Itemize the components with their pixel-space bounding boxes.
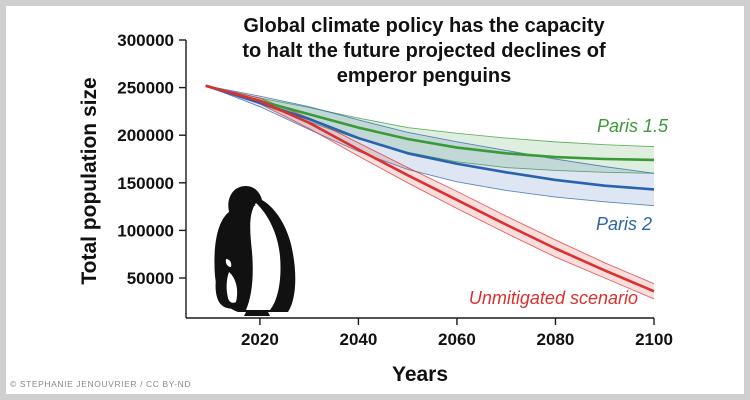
y-axis-title: Total population size xyxy=(78,77,101,284)
penguin-adult-beak xyxy=(240,198,256,206)
penguin-chick-belly xyxy=(226,272,238,303)
x-tick-label: 2080 xyxy=(537,330,575,349)
x-tick-label: 2040 xyxy=(340,330,378,349)
band-unmitigated-scenario xyxy=(205,85,654,299)
axes xyxy=(185,40,654,319)
penguin-adult-feet xyxy=(244,312,270,316)
x-axis-ticks: 2020 2040 2060 2080 2100 xyxy=(241,318,673,349)
x-tick-label: 2060 xyxy=(438,330,476,349)
chart-title-line-1: Global climate policy has the capacity xyxy=(243,15,605,37)
x-axis-title: Years xyxy=(392,363,448,386)
image-credit: © STEPHANIE JENOUVRIER / CC BY-ND xyxy=(10,379,192,389)
penguin-adult-belly xyxy=(246,203,281,310)
y-tick-label: 300000 xyxy=(117,31,174,50)
band-lower-paris-2 xyxy=(205,85,655,207)
band-paris-1-5 xyxy=(205,85,654,174)
chart-title: Global climate policy has the capacity t… xyxy=(242,15,606,87)
chart-title-line-3: emperor penguins xyxy=(337,65,511,87)
chart-title-line-2: to halt the future projected declines of xyxy=(242,40,606,62)
band-upper-paris-2 xyxy=(205,85,655,174)
band-lower-unmitigated-scenario xyxy=(205,85,655,300)
penguin-chick-face xyxy=(225,259,232,267)
y-tick-label: 200000 xyxy=(117,126,174,145)
line-unmitigated-scenario xyxy=(205,84,655,293)
y-tick-label: 100000 xyxy=(117,221,174,240)
series-lines xyxy=(205,84,655,293)
series-label-unmitigated: Unmitigated scenario xyxy=(469,288,638,308)
line-paris-1-5 xyxy=(205,84,655,162)
band-upper-paris-1-5 xyxy=(205,85,655,148)
y-axis-ticks: 50000 100000 150000 200000 250000 300000 xyxy=(117,31,186,288)
x-tick-label: 2100 xyxy=(635,330,673,349)
y-tick-label: 50000 xyxy=(127,269,174,288)
y-tick-label: 150000 xyxy=(117,174,174,193)
emperor-penguin-with-chick-icon xyxy=(214,186,296,316)
y-tick-label: 250000 xyxy=(117,79,174,98)
series-label-paris-2: Paris 2 xyxy=(596,214,652,234)
x-tick-label: 2020 xyxy=(241,330,279,349)
series-label-paris-1-5: Paris 1.5 xyxy=(597,116,669,136)
